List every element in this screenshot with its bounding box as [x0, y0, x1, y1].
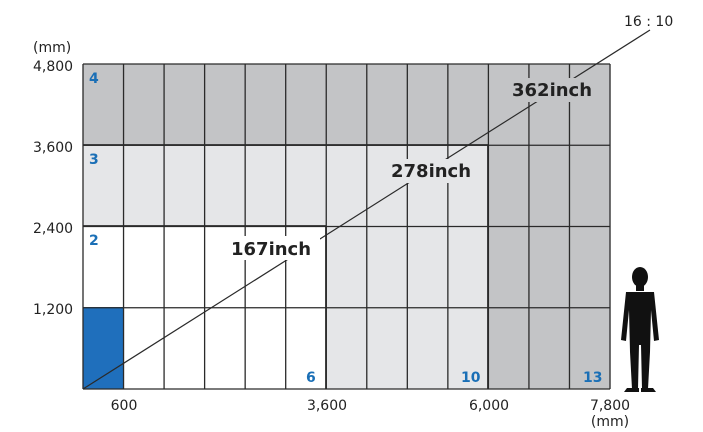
size-label-bg-167 — [228, 236, 320, 260]
horizontal-count-6: 6 — [306, 370, 316, 386]
x-tick-3600: 3,600 — [307, 398, 347, 414]
size-label-bg-278 — [388, 159, 480, 183]
y-tick-2400: 2,400 — [33, 221, 73, 237]
size-label-167: 167inch — [231, 239, 311, 260]
size-label-bg-362 — [509, 78, 601, 102]
vertical-count-3: 3 — [89, 152, 99, 168]
x-unit-label: (mm) — [591, 414, 629, 430]
x-tick-7800: 7,800 — [590, 398, 630, 414]
size-label-278: 278inch — [391, 161, 471, 182]
vertical-count-2: 2 — [89, 233, 99, 249]
x-tick-600: 600 — [111, 398, 138, 414]
panel-grid — [82, 63, 611, 390]
y-tick-3600: 3,600 — [33, 140, 73, 156]
person-silhouette-icon — [621, 267, 659, 392]
vertical-count-4: 4 — [89, 71, 99, 87]
x-tick-6000: 6,000 — [469, 398, 509, 414]
size-label-362: 362inch — [512, 80, 592, 101]
single-panel-highlight — [83, 307, 124, 389]
horizontal-count-13: 13 — [583, 370, 602, 386]
aspect-ratio-label: 16 : 10 — [624, 14, 673, 30]
y-tick-1200: 1,200 — [33, 302, 73, 318]
horizontal-count-10: 10 — [461, 370, 481, 386]
y-unit-label: (mm) — [33, 40, 71, 56]
y-tick-4800: 4,800 — [33, 59, 73, 75]
